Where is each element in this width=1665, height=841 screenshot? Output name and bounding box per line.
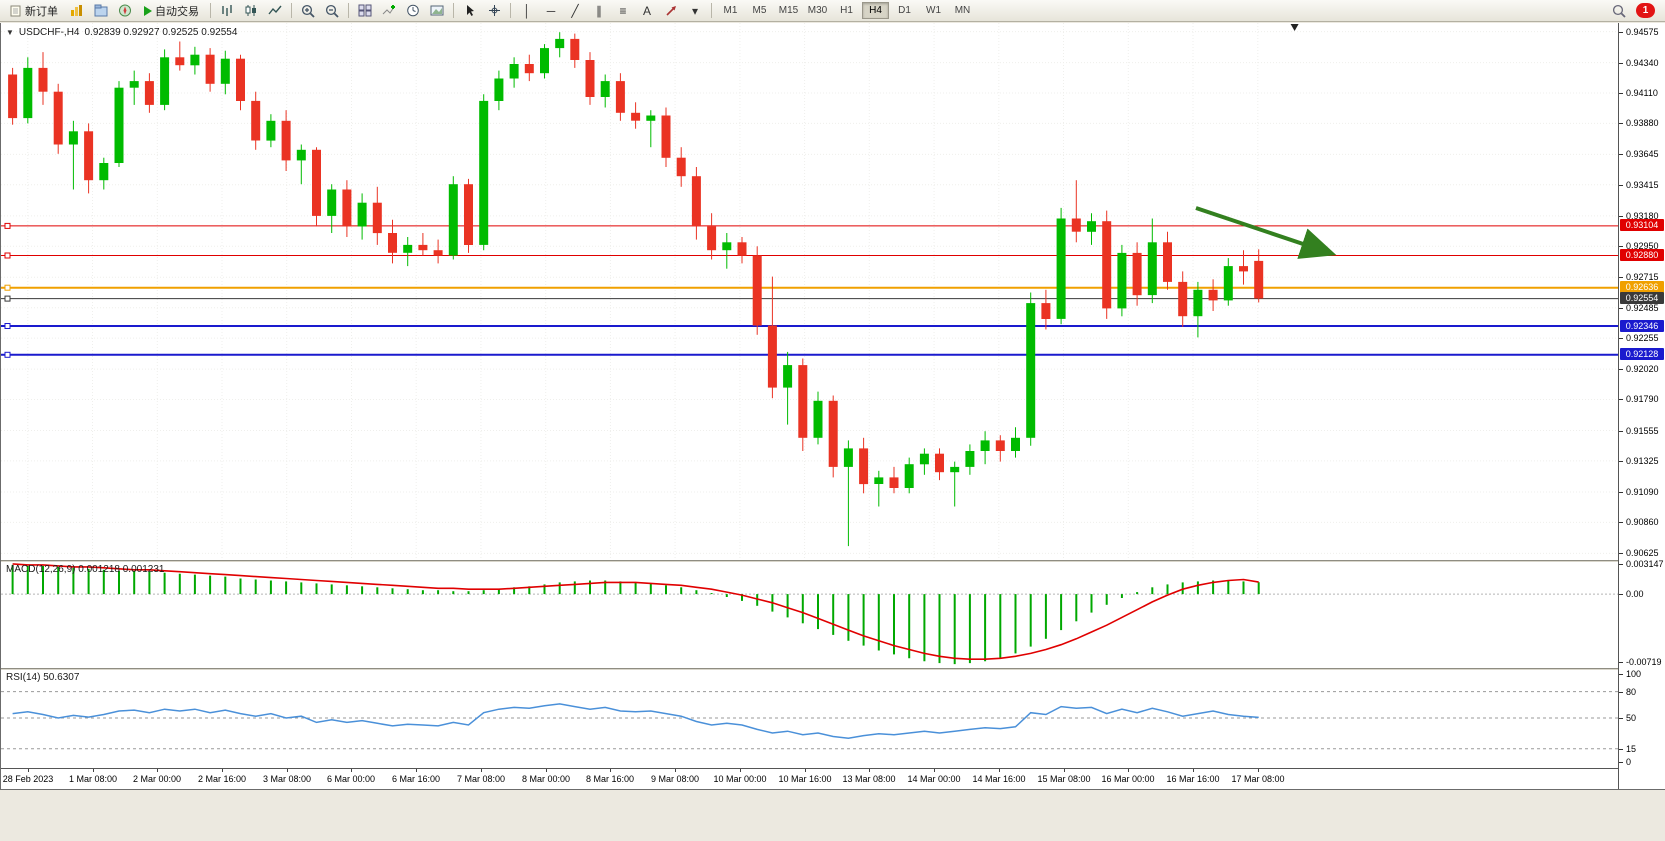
text-tool-icon[interactable]: A — [642, 3, 651, 18]
chart-title: ▼ USDCHF-,H4 0.92839 0.92927 0.92525 0.9… — [6, 27, 237, 38]
toolbar-separator — [210, 3, 211, 18]
arrows-tool-icon[interactable] — [660, 0, 682, 21]
candlestick-plot[interactable] — [1, 23, 1618, 560]
rsi-indicator-panel[interactable]: RSI(14) 50.6307 — [1, 670, 1618, 768]
new-order-icon — [10, 5, 22, 17]
add-indicator-icon[interactable] — [378, 0, 400, 21]
search-icon[interactable] — [1608, 0, 1630, 21]
line-chart-icon[interactable] — [264, 0, 286, 21]
one-click-collapse-icon[interactable]: ▼ — [6, 28, 14, 37]
panel-divider[interactable] — [1, 560, 1664, 562]
template-icon[interactable] — [426, 0, 448, 21]
tile-windows-icon[interactable] — [354, 0, 376, 21]
new-chart-icon[interactable] — [66, 0, 88, 21]
new-order-button[interactable]: 新订单 — [4, 1, 64, 20]
toolbar-separator — [510, 3, 511, 18]
navigator-icon[interactable] — [114, 0, 136, 21]
macd-plot[interactable] — [1, 562, 1618, 668]
chart-symbol-label: USDCHF-,H4 — [18, 27, 80, 38]
rsi-plot[interactable] — [1, 670, 1618, 768]
shapes-dropdown-icon[interactable]: ▾ — [691, 3, 699, 18]
period-clock-icon[interactable] — [402, 0, 424, 21]
horizontal-line-tool-icon[interactable]: ─ — [546, 3, 556, 18]
timeframe-m30-button[interactable]: M30 — [804, 2, 831, 19]
timeframe-h4-button[interactable]: H4 — [862, 2, 889, 19]
channel-tool-icon[interactable]: ∥ — [596, 3, 602, 18]
toolbar-separator — [711, 3, 712, 18]
timeframe-m5-button[interactable]: M5 — [746, 2, 773, 19]
timeframe-h1-button[interactable]: H1 — [833, 2, 860, 19]
chart-window: ▼ USDCHF-,H4 0.92839 0.92927 0.92525 0.9… — [0, 23, 1665, 790]
timeframe-m15-button[interactable]: M15 — [775, 2, 802, 19]
toolbar-separator — [453, 3, 454, 18]
toolbar-separator — [348, 3, 349, 18]
fibonacci-tool-icon[interactable]: ≡ — [619, 3, 627, 18]
macd-indicator-panel[interactable]: MACD(12,26,9) 0.001218 0.001231 — [1, 562, 1618, 668]
trendline-tool-icon[interactable]: ╱ — [571, 3, 579, 18]
timeframe-mn-button[interactable]: MN — [949, 2, 976, 19]
auto-trading-label: 自动交易 — [155, 5, 199, 18]
timeframe-w1-button[interactable]: W1 — [920, 2, 947, 19]
new-order-label: 新订单 — [25, 5, 58, 18]
zoom-out-icon[interactable] — [321, 0, 343, 21]
vertical-line-tool-icon[interactable]: │ — [523, 3, 531, 18]
macd-label: MACD(12,26,9) 0.001218 0.001231 — [6, 564, 165, 575]
zoom-in-icon[interactable] — [297, 0, 319, 21]
price-axis[interactable]: 0.94575 0.94340 0.94110 0.93880 0.93645 0.934… — [1618, 23, 1665, 789]
chart-ohlc-values: 0.92839 0.92927 0.92525 0.92554 — [84, 27, 238, 38]
crosshair-icon[interactable] — [483, 0, 505, 21]
status-bar-area — [0, 790, 1665, 841]
timeframe-d1-button[interactable]: D1 — [891, 2, 918, 19]
profiles-icon[interactable] — [90, 0, 112, 21]
time-axis[interactable]: 28 Feb 2023 1 Mar 08:00 2 Mar 00:00 2 Mar 1… — [1, 768, 1618, 790]
toolbar-separator — [291, 3, 292, 18]
auto-trading-button[interactable]: 自动交易 — [138, 1, 205, 20]
panel-divider[interactable] — [1, 668, 1664, 670]
rsi-label: RSI(14) 50.6307 — [6, 672, 80, 683]
notification-badge[interactable]: 1 — [1636, 3, 1655, 18]
auto-trading-play-icon — [144, 5, 152, 16]
bar-chart-icon[interactable] — [216, 0, 238, 21]
timeframe-m1-button[interactable]: M1 — [717, 2, 744, 19]
cursor-icon[interactable] — [459, 0, 481, 21]
toolbar: 新订单 自动交易 — [0, 0, 1665, 22]
main-price-chart[interactable]: ▼ USDCHF-,H4 0.92839 0.92927 0.92525 0.9… — [1, 23, 1618, 560]
candlestick-chart-icon[interactable] — [240, 0, 262, 21]
